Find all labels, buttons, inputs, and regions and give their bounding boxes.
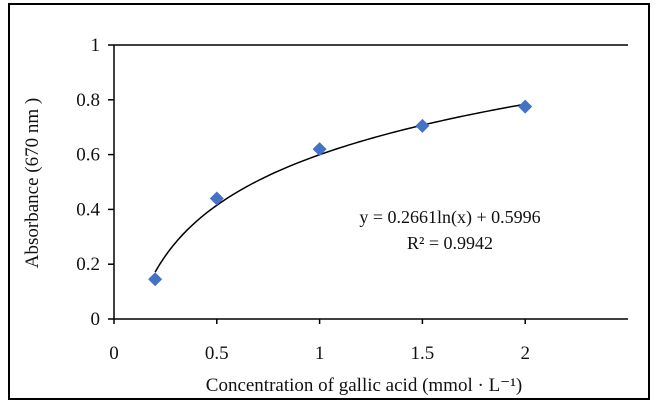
- data-point: [209, 191, 224, 206]
- y-tick-label: 0.2: [76, 254, 100, 275]
- y-tick-labels: 0 0.2 0.4 0.6 0.8 1: [76, 35, 114, 330]
- data-point: [148, 272, 163, 287]
- x-tick-labels: 0 0.5 1 1.5 2: [109, 319, 530, 364]
- y-tick-label: 0: [91, 309, 101, 330]
- data-point: [518, 99, 533, 114]
- data-markers: [148, 99, 533, 287]
- x-axis-title: Concentration of gallic acid (mmol · L⁻¹…: [206, 375, 522, 396]
- chart-frame: [8, 3, 650, 400]
- x-tick-label: 0: [109, 343, 119, 364]
- data-point: [312, 142, 327, 157]
- trendline-equation: y = 0.2661ln(x) + 0.5996: [359, 207, 540, 228]
- y-tick-label: 0.6: [76, 145, 100, 166]
- data-point: [415, 118, 430, 133]
- y-tick-label: 1: [91, 35, 101, 56]
- y-tick-label: 0.4: [76, 199, 100, 220]
- x-tick-label: 1.5: [411, 343, 435, 364]
- r-squared-label: R² = 0.9942: [407, 233, 493, 253]
- x-tick-label: 1: [315, 343, 325, 364]
- y-axis-title: Absorbance (670 nm ): [22, 98, 43, 268]
- x-tick-label: 0.5: [205, 343, 229, 364]
- axes: [113, 44, 628, 320]
- y-tick-label: 0.8: [76, 90, 100, 111]
- x-tick-label: 2: [520, 343, 530, 364]
